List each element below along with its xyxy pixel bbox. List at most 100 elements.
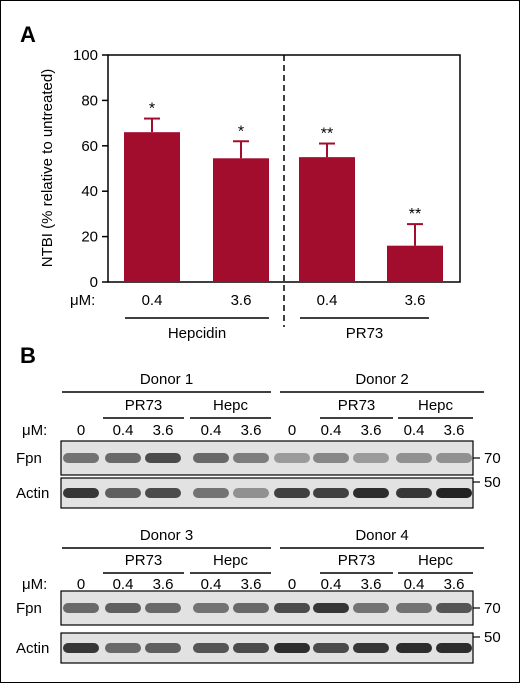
donor-label: Donor 2 [355,371,408,388]
lane-label: 0.4 [201,422,222,439]
significance-label: * [238,123,244,140]
y-tick-label: 60 [81,138,98,155]
blot-band [353,453,389,463]
blot-row-label: Fpn [16,450,42,467]
lane-label: 3.6 [241,422,262,439]
blot-band [63,643,99,653]
blot-band [313,453,349,463]
unit-label: μM: [70,292,95,309]
dose-label: 0.4 [142,292,163,309]
significance-label: ** [321,126,333,143]
donor-label: Donor 3 [140,527,193,544]
lane-label: 0 [77,422,85,439]
bar [124,132,180,282]
significance-label: ** [409,206,421,223]
panel-b-label: B [20,343,36,368]
blot-band [233,488,269,498]
blot-band [436,643,472,653]
blot-band [105,488,141,498]
donor-label: Donor 4 [355,527,408,544]
blot-row-label: Actin [16,485,49,502]
blot-band [233,643,269,653]
lane-label: 0.4 [404,422,425,439]
y-tick-label: 40 [81,183,98,200]
treatment-label: Hepc [213,397,249,414]
blot-band [353,643,389,653]
lane-label: 3.6 [361,422,382,439]
lane-label: 0 [77,576,85,593]
blot-band [233,453,269,463]
marker-label: 70 [484,600,501,617]
group-label: Hepcidin [168,325,226,342]
blot-band [233,603,269,613]
blot-band [193,603,229,613]
blot-band [63,453,99,463]
bar [213,158,269,282]
blot-band [396,603,432,613]
y-axis-label: NTBI (% relative to untreated) [39,69,56,267]
y-tick-label: 100 [73,47,98,64]
blot-band [145,488,181,498]
lane-label: 3.6 [444,422,465,439]
blot-band [63,488,99,498]
blot-band [274,643,310,653]
lane-label: 0.4 [113,422,134,439]
blot-band [145,603,181,613]
treatment-label: Hepc [213,552,249,569]
bar-chart: NTBI (% relative to untreated) μM: 0 20 40… [39,47,461,342]
blot-band [105,603,141,613]
significance-label: * [149,101,155,118]
blot-band [145,453,181,463]
blot-band [353,488,389,498]
y-tick-label: 0 [90,274,98,291]
blot-band [313,488,349,498]
treatment-label: PR73 [125,552,163,569]
treatment-label: PR73 [338,552,376,569]
lane-label: 3.6 [153,576,174,593]
blot-band [274,603,310,613]
blot-band [193,643,229,653]
blot-band [274,453,310,463]
y-ticks: 0 20 40 60 80 100 [73,47,108,291]
blot-band [436,453,472,463]
treatment-label: Hepc [418,552,454,569]
lane-label: 3.6 [241,576,262,593]
bar [387,245,443,282]
blot-band [105,643,141,653]
western-blots: Donor 1 Donor 2 PR73 Hepc PR73 Hepc μM: 0 0.4 3.6… [16,371,501,664]
blot-band [193,453,229,463]
bar [299,157,355,282]
blot-band [353,603,389,613]
y-tick-label: 20 [81,229,98,246]
lane-label: 0.4 [321,422,342,439]
blot-band [274,488,310,498]
marker-label: 50 [484,629,501,646]
marker-label: 70 [484,450,501,467]
panel-a-label: A [20,22,36,47]
treatment-label: PR73 [125,397,163,414]
blot-band [313,643,349,653]
marker-label: 50 [484,474,501,491]
group-labels: Hepcidin PR73 [125,317,429,342]
dose-label: 3.6 [405,292,426,309]
blot-unit-label: μM: [22,576,47,593]
lane-label: 0.4 [321,576,342,593]
treatment-label: PR73 [338,397,376,414]
lane-label: 0 [288,422,296,439]
blot-unit-label: μM: [22,422,47,439]
lane-label: 3.6 [361,576,382,593]
lane-label: 3.6 [153,422,174,439]
blot-band [63,603,99,613]
lane-label: 0 [288,576,296,593]
dose-label: 3.6 [231,292,252,309]
blot-row-label: Fpn [16,600,42,617]
lane-label: 0.4 [404,576,425,593]
blot-band [436,603,472,613]
blot-band [436,488,472,498]
treatment-label: Hepc [418,397,454,414]
dose-label: 0.4 [317,292,338,309]
blot-band [396,488,432,498]
y-tick-label: 80 [81,92,98,109]
blot-band [193,488,229,498]
